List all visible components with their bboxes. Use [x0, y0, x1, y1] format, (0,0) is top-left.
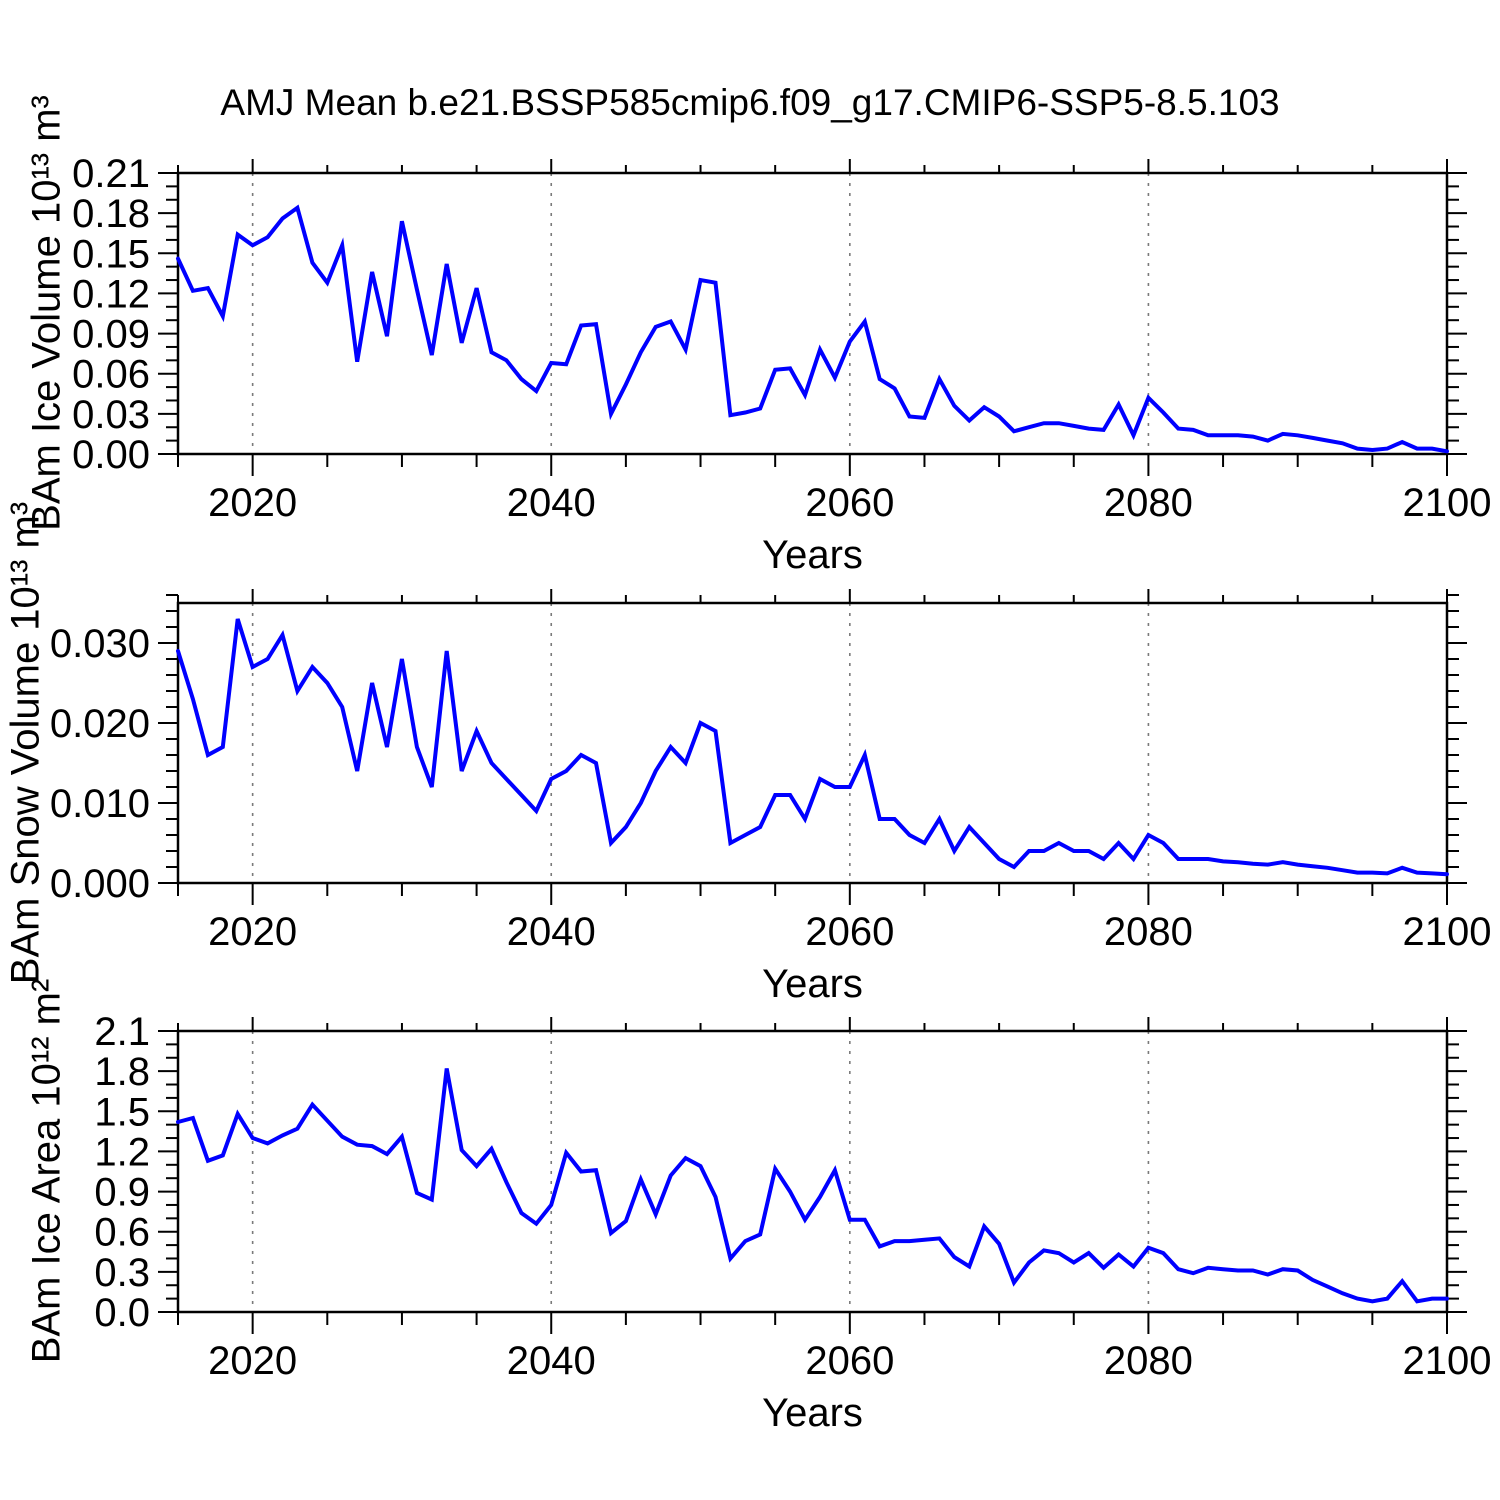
x-tick-label: 2080 [1104, 910, 1193, 954]
y-tick-label: 0.030 [50, 622, 150, 666]
y-tick-label: 0.6 [94, 1211, 150, 1255]
x-tick-label: 2100 [1403, 481, 1492, 525]
y-tick-label: 0.03 [72, 393, 150, 437]
y-tick-label: 0.020 [50, 702, 150, 746]
y-tick-label: 0.18 [72, 192, 150, 236]
chart-title: AMJ Mean b.e21.BSSP585cmip6.f09_g17.CMIP… [220, 82, 1280, 123]
y-tick-label: 0.21 [72, 152, 150, 196]
plot-frame [176, 171, 1449, 456]
x-tick-label: 2060 [805, 481, 894, 525]
x-tick-label: 2020 [208, 1339, 297, 1383]
x-tick-label: 2040 [507, 910, 596, 954]
x-tick-label: 2080 [1104, 1339, 1193, 1383]
y-tick-label: 0.15 [72, 232, 150, 276]
x-tick-label: 2020 [208, 481, 297, 525]
x-tick-label: 2100 [1403, 1339, 1492, 1383]
x-tick-label: 2040 [507, 1339, 596, 1383]
x-tick-label: 2060 [805, 1339, 894, 1383]
plot-frame [176, 601, 1449, 885]
y-tick-label: 0.9 [94, 1171, 150, 1215]
y-tick-label: 2.1 [94, 1010, 150, 1054]
x-tick-label: 2040 [507, 481, 596, 525]
y-tick-label: 0.0 [94, 1291, 150, 1335]
x-axis-label: Years [762, 1391, 863, 1435]
x-tick-label: 2020 [208, 910, 297, 954]
y-tick-label: 0.06 [72, 353, 150, 397]
y-tick-label: 0.09 [72, 313, 150, 357]
x-tick-label: 2080 [1104, 481, 1193, 525]
y-tick-label: 0.00 [72, 433, 150, 477]
data-line [176, 1068, 1449, 1304]
y-tick-label: 1.5 [94, 1090, 150, 1134]
y-tick-label: 0.3 [94, 1251, 150, 1295]
data-line [176, 618, 1449, 877]
y-tick-label: 0.010 [50, 782, 150, 826]
y-tick-label: 1.2 [94, 1130, 150, 1174]
x-tick-label: 2100 [1403, 910, 1492, 954]
x-axis-label: Years [762, 962, 863, 1006]
x-tick-label: 2060 [805, 910, 894, 954]
y-tick-label: 1.8 [94, 1050, 150, 1094]
y-tick-label: 0.12 [72, 272, 150, 316]
data-line [176, 204, 1449, 454]
x-axis-label: Years [762, 533, 863, 577]
y-tick-label: 0.000 [50, 862, 150, 906]
plot-frame [176, 1029, 1449, 1314]
